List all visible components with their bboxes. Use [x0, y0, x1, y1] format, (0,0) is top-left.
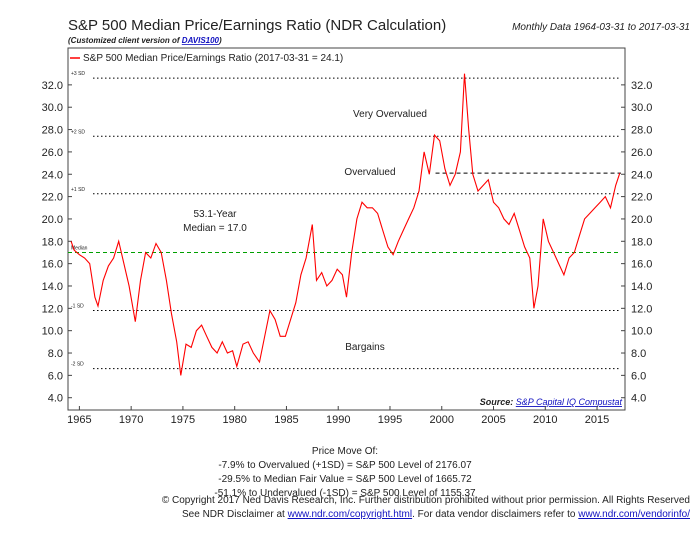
reference-label: +1 SD: [71, 187, 85, 193]
y-tick-label: 14.0: [42, 281, 63, 293]
source-link[interactable]: S&P Capital IQ Compustat: [516, 397, 623, 407]
annotation: Bargains: [345, 342, 384, 353]
y2-tick-label: 4.0: [631, 393, 646, 405]
subtitle-link[interactable]: DAVIS100: [182, 36, 220, 45]
y2-tick-label: 32.0: [631, 80, 652, 92]
legend-label: S&P 500 Median Price/Earnings Ratio (201…: [83, 53, 343, 64]
price-move-line: -29.5% to Median Fair Value = S&P 500 Le…: [218, 474, 472, 485]
disclaimer-link[interactable]: www.ndr.com/vendorinfo/: [577, 509, 690, 520]
source-label: Source:: [480, 397, 514, 407]
x-tick-label: 1970: [119, 414, 143, 426]
y2-tick-label: 12.0: [631, 303, 652, 315]
subtitle-text: ): [218, 36, 222, 45]
y2-tick-label: 18.0: [631, 236, 652, 248]
y-tick-label: 20.0: [42, 214, 63, 226]
x-tick-label: 1985: [274, 414, 298, 426]
subtitle-text: (Customized client version of: [68, 36, 182, 45]
y-tick-label: 18.0: [42, 236, 63, 248]
disclaimer: See NDR Disclaimer at www.ndr.com/copyri…: [182, 509, 690, 520]
x-tick-label: 1975: [171, 414, 195, 426]
x-tick-label: 1990: [326, 414, 350, 426]
source: Source: S&P Capital IQ Compustat: [480, 397, 623, 407]
y-tick-label: 30.0: [42, 102, 63, 114]
x-tick-label: 2015: [585, 414, 609, 426]
y2-tick-label: 30.0: [631, 102, 652, 114]
y-tick-label: 26.0: [42, 147, 63, 159]
reference-label: Median: [71, 245, 88, 251]
y2-tick-label: 26.0: [631, 147, 652, 159]
disclaimer-text: . For data vendor disclaimers refer to: [412, 509, 578, 520]
disclaimer-link[interactable]: www.ndr.com/copyright.html: [287, 509, 413, 520]
reference-label: -1 SD: [71, 304, 84, 310]
y2-tick-label: 8.0: [631, 348, 646, 360]
y2-tick-label: 28.0: [631, 125, 652, 137]
y-tick-label: 24.0: [42, 169, 63, 181]
chart-subtitle: (Customized client version of DAVIS100): [68, 36, 222, 45]
reference-label: -2 SD: [71, 362, 84, 368]
reference-label: +3 SD: [71, 71, 85, 77]
y-tick-label: 16.0: [42, 259, 63, 271]
y2-tick-label: 14.0: [631, 281, 652, 293]
reference-label: +2 SD: [71, 129, 85, 135]
y-tick-label: 32.0: [42, 80, 63, 92]
x-tick-label: 2005: [481, 414, 505, 426]
y2-tick-label: 6.0: [631, 370, 646, 382]
series-line: [70, 73, 621, 376]
disclaimer-text: See NDR Disclaimer at: [182, 509, 288, 520]
plot-frame: [67, 47, 626, 411]
chart-title: S&P 500 Median Price/Earnings Ratio (NDR…: [68, 17, 446, 34]
copyright: © Copyright 2017 Ned Davis Research, Inc…: [162, 495, 690, 506]
annotation: Very Overvalued: [353, 109, 427, 120]
x-tick-label: 2000: [430, 414, 454, 426]
y-tick-label: 6.0: [48, 370, 63, 382]
y2-tick-label: 20.0: [631, 214, 652, 226]
y2-tick-label: 24.0: [631, 169, 652, 181]
y-tick-label: 8.0: [48, 348, 63, 360]
y-tick-label: 4.0: [48, 393, 63, 405]
x-tick-label: 1995: [378, 414, 402, 426]
price-move-line: -51.1% to Undervalued (-1SD) = S&P 500 L…: [214, 488, 476, 499]
x-tick-label: 1980: [222, 414, 246, 426]
price-move: Price Move Of: -7.9% to Overvalued (+1SD…: [214, 446, 476, 499]
date-range: Monthly Data 1964-03-31 to 2017-03-31: [512, 22, 690, 33]
annotation: Median = 17.0: [183, 223, 247, 234]
y2-tick-label: 16.0: [631, 259, 652, 271]
y2-tick-label: 22.0: [631, 192, 652, 204]
y-tick-label: 22.0: [42, 192, 63, 204]
x-tick-label: 2010: [533, 414, 557, 426]
y2-tick-label: 10.0: [631, 326, 652, 338]
y-tick-label: 10.0: [42, 326, 63, 338]
price-move-line: -7.9% to Overvalued (+1SD) = S&P 500 Lev…: [218, 460, 472, 471]
annotation: 53.1-Year: [194, 209, 238, 220]
y-tick-label: 28.0: [42, 125, 63, 137]
x-tick-label: 1965: [67, 414, 91, 426]
annotation: Overvalued: [344, 167, 395, 178]
y-tick-label: 12.0: [42, 303, 63, 315]
price-move-title: Price Move Of:: [312, 446, 378, 457]
